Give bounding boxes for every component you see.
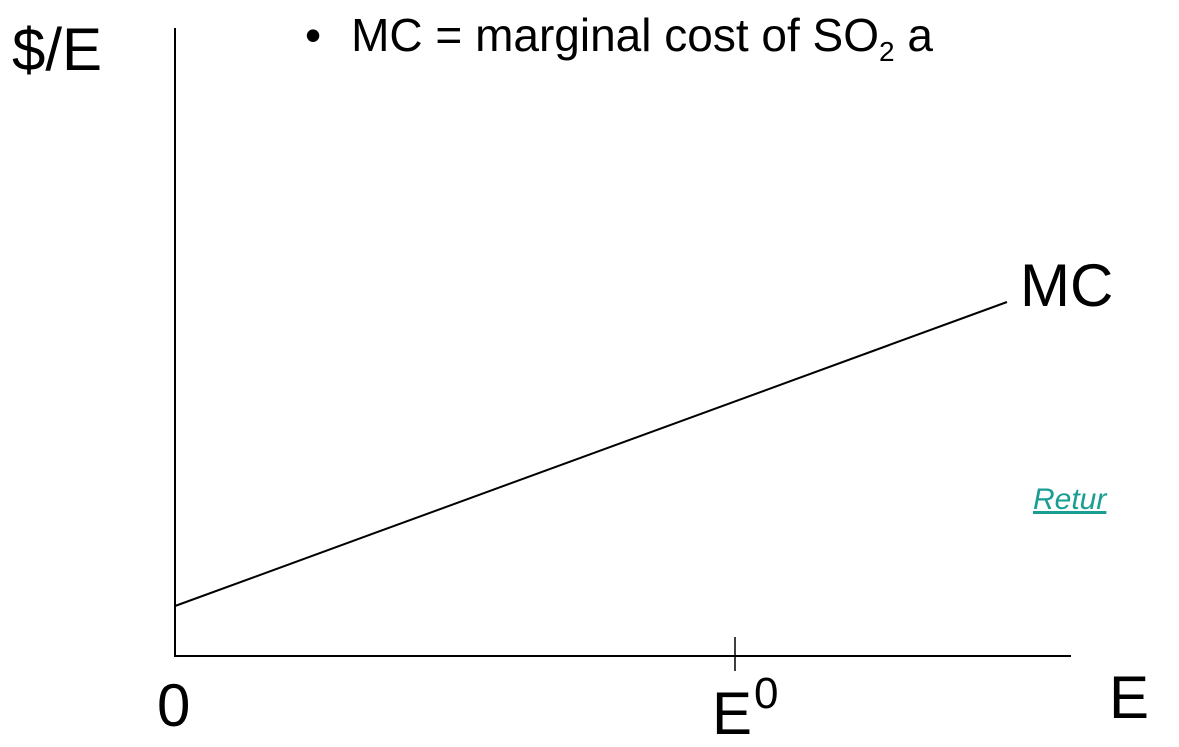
bullet-text: • MC = marginal cost of SO2 a bbox=[305, 9, 933, 66]
bullet-subscript: 2 bbox=[879, 36, 895, 67]
mc-curve bbox=[174, 301, 1008, 607]
x-axis-label: E bbox=[1109, 664, 1150, 731]
e0-tick-label-superscript: 0 bbox=[754, 669, 779, 718]
bullet-text-tail: a bbox=[894, 9, 933, 61]
y-axis-label: $/E bbox=[12, 16, 103, 83]
return-link[interactable]: Retur bbox=[1033, 483, 1107, 516]
e0-tick-label-base: E bbox=[712, 680, 753, 747]
bullet-text-main: MC = marginal cost of SO bbox=[351, 9, 880, 61]
bullet-icon: • bbox=[305, 9, 322, 61]
e0-tick-label: E0 bbox=[712, 672, 779, 744]
mc-curve-label: MC bbox=[1020, 252, 1114, 319]
origin-label: 0 bbox=[157, 672, 191, 739]
